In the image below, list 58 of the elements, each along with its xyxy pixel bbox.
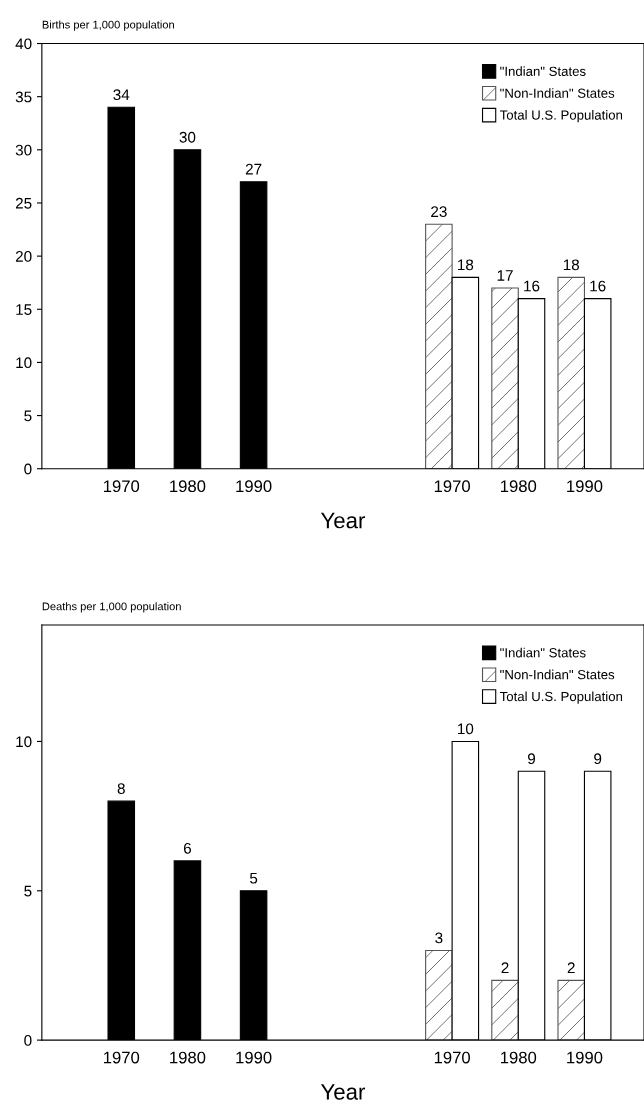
y-axis-title: Births per 1,000 population	[42, 20, 174, 31]
bar	[557, 979, 586, 1041]
legend-label: "Indian" States	[500, 66, 586, 76]
data-label: 18	[563, 259, 580, 271]
x-tick-label: 1970	[434, 1051, 470, 1064]
data-label: 5	[249, 872, 258, 884]
y-tick-label: 5	[24, 885, 32, 897]
bar	[425, 223, 453, 469]
y-tick-label: 35	[15, 91, 32, 103]
y-tick-label: 10	[16, 736, 32, 748]
x-tick-label: 1970	[434, 480, 470, 493]
y-tick-label: 20	[15, 250, 32, 262]
x-axis-title: Year	[320, 1084, 366, 1100]
y-tick-label: 30	[15, 144, 32, 156]
bar	[491, 287, 519, 469]
bar	[425, 949, 453, 1041]
y-tick-label: 0	[24, 1034, 32, 1046]
data-label: 27	[245, 163, 262, 175]
legend-label: Total U.S. Population	[499, 110, 623, 123]
data-label: 8	[117, 783, 125, 794]
legend-label: "Indian" States	[500, 647, 586, 658]
data-label: 30	[179, 131, 196, 143]
data-label: 2	[501, 962, 509, 974]
data-label: 6	[183, 842, 192, 854]
y-tick-label: 10	[16, 357, 32, 369]
legend-label: "Non-Indian" States	[500, 88, 615, 98]
x-axis-title: Year	[320, 512, 366, 529]
data-label: 16	[524, 280, 540, 292]
data-label: 16	[590, 280, 606, 292]
data-label: 3	[435, 932, 443, 944]
x-tick-label: 1980	[501, 1051, 537, 1064]
data-label: 18	[458, 259, 474, 271]
x-tick-label: 1990	[236, 1051, 272, 1064]
legend-label: Total U.S. Population	[499, 691, 623, 704]
x-tick-label: 1980	[170, 1051, 206, 1064]
data-label: 9	[594, 753, 602, 765]
x-tick-label: 1980	[501, 480, 537, 493]
data-label: 23	[431, 206, 447, 218]
y-tick-label: 5	[24, 410, 32, 422]
y-axis-title: Deaths per 1,000 population	[42, 602, 181, 613]
x-tick-label: 1980	[170, 480, 206, 493]
y-tick-label: 0	[24, 463, 32, 475]
x-tick-label: 1990	[567, 480, 603, 493]
data-label: 10	[458, 723, 474, 735]
x-tick-label: 1990	[236, 480, 272, 493]
data-label: 9	[527, 753, 536, 765]
data-label: 2	[567, 962, 575, 974]
bar	[491, 979, 519, 1041]
x-tick-label: 1970	[104, 1051, 140, 1064]
legend-label: "Non-Indian" States	[500, 669, 615, 680]
y-tick-label: 40	[15, 38, 32, 50]
x-tick-label: 1970	[104, 480, 140, 493]
data-label: 17	[497, 270, 513, 281]
data-label: 34	[113, 89, 130, 101]
x-tick-label: 1990	[567, 1051, 603, 1064]
y-tick-label: 15	[16, 304, 32, 315]
bar	[557, 276, 586, 469]
y-tick-label: 25	[15, 197, 32, 209]
